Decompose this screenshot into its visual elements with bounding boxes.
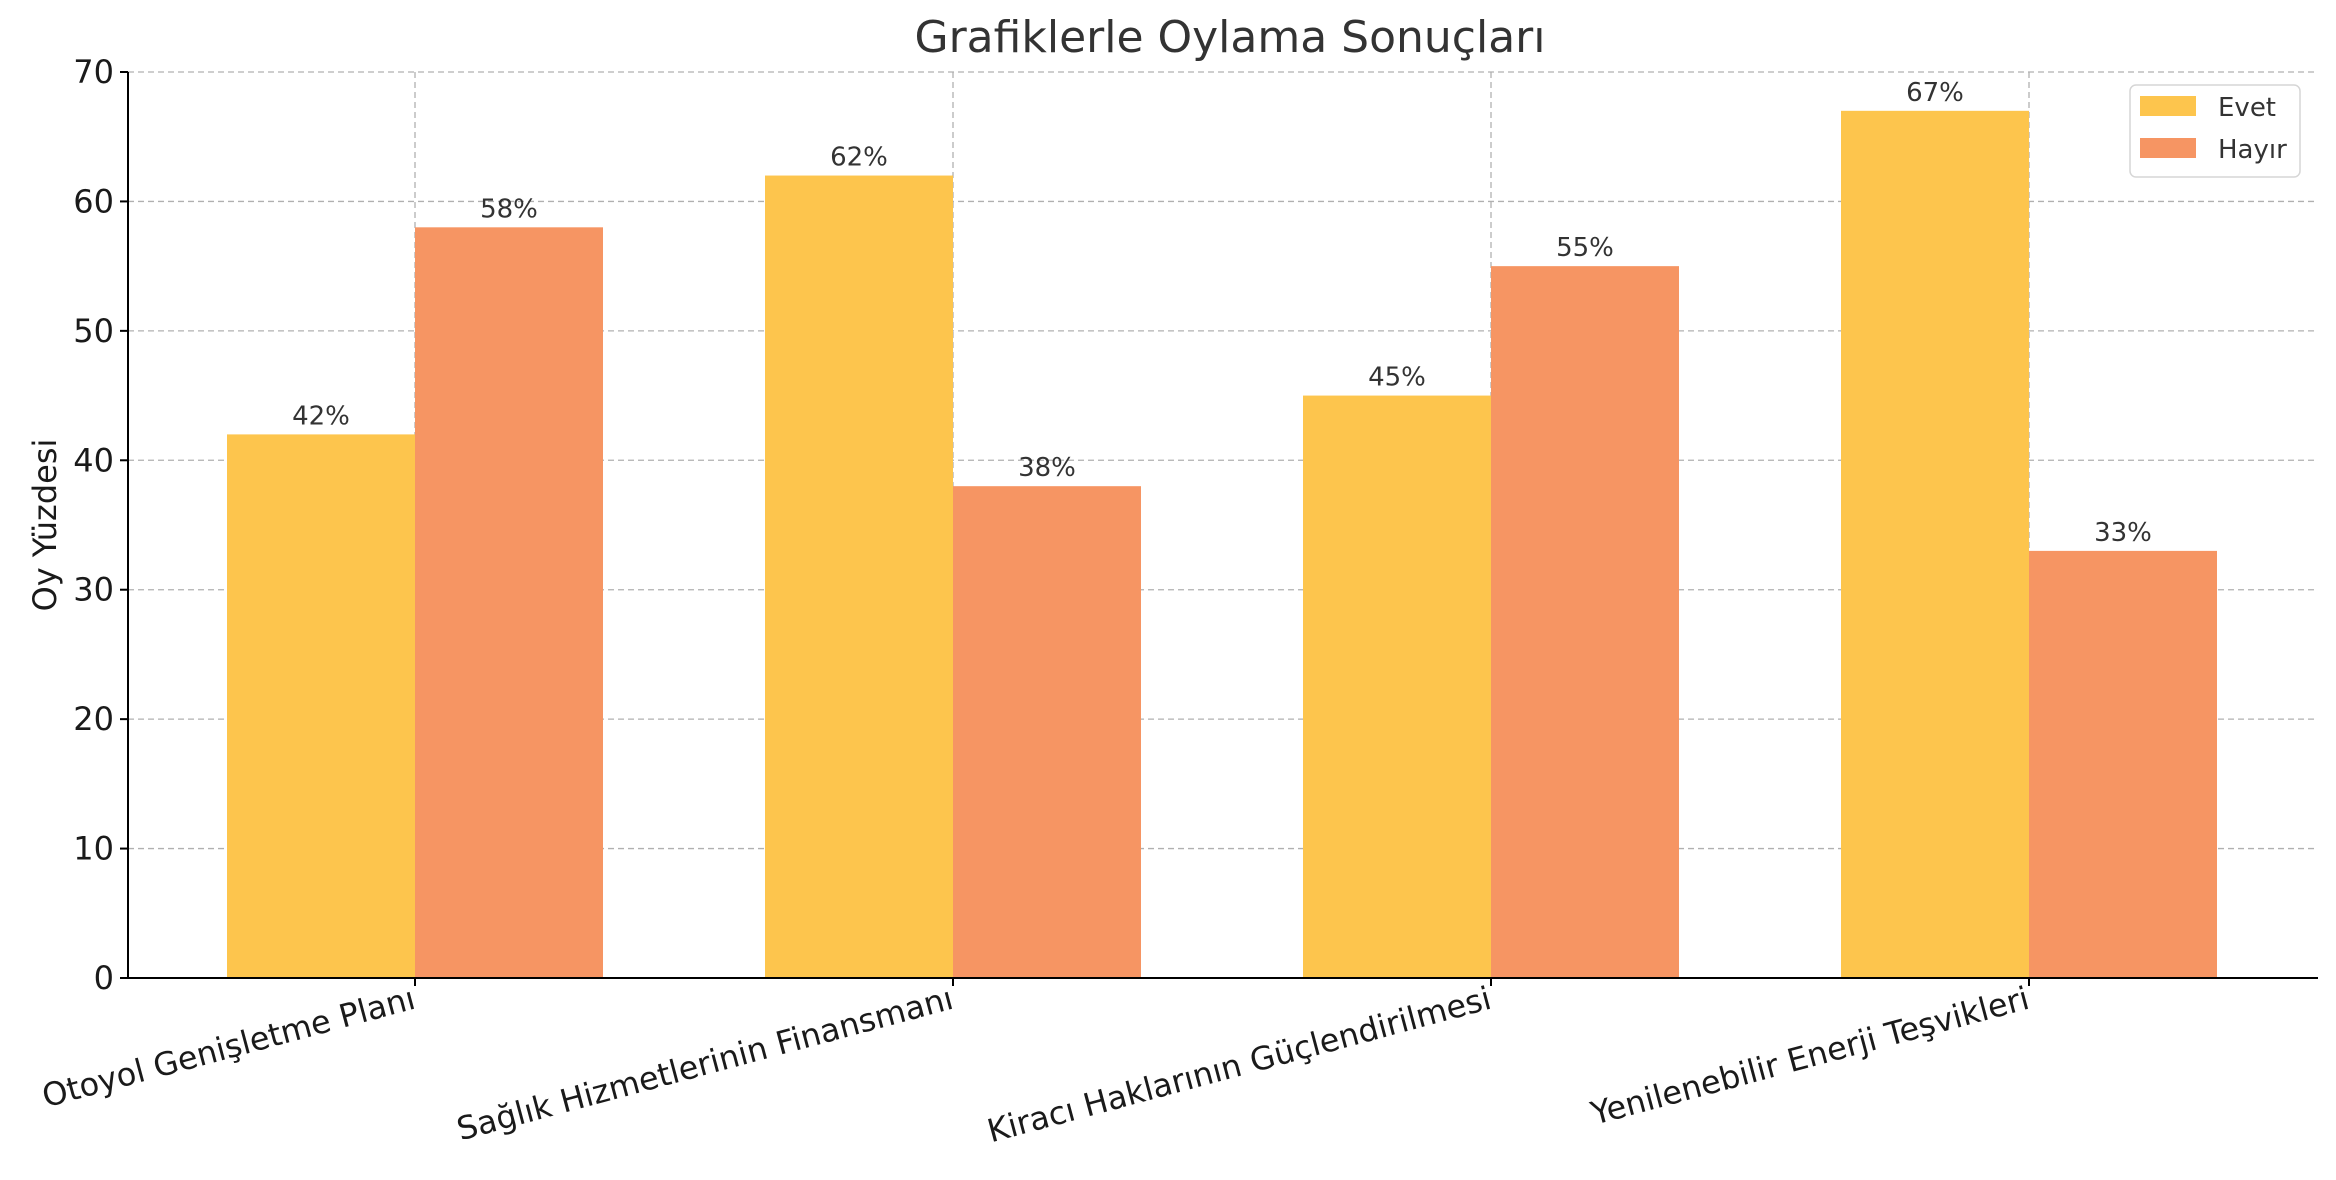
y-axis-ticks: 0 10 20 30 40 50 60 70 <box>73 53 128 997</box>
y-tick-label: 30 <box>73 571 114 609</box>
data-label: 45% <box>1368 363 1426 393</box>
legend: Evet Hayır <box>2129 84 2301 178</box>
legend-swatch-evet <box>2140 96 2196 116</box>
x-tick-label: Yenilenebilir Enerji Teşvikleri <box>1586 979 2033 1133</box>
legend-swatch-hayir <box>2140 138 2196 158</box>
bar-hayir <box>953 486 1141 978</box>
data-labels: 42% 62% 45% 67% 58% 38% 55% 33% <box>292 78 2152 548</box>
legend-label-hayir: Hayır <box>2218 135 2287 165</box>
bars <box>227 110 2217 979</box>
y-axis-label: Oy Yüzdesi <box>26 439 64 612</box>
data-label: 55% <box>1556 233 1614 263</box>
bar-evet <box>765 175 953 979</box>
chart-title: Grafiklerle Oylama Sonuçları <box>915 12 1546 63</box>
bar-hayir <box>2029 550 2217 978</box>
y-tick-label: 10 <box>73 830 114 868</box>
bar-hayir <box>415 227 603 979</box>
y-tick-label: 70 <box>73 53 114 91</box>
data-label: 58% <box>480 194 538 224</box>
y-tick-label: 40 <box>73 441 114 479</box>
data-label: 62% <box>830 143 888 173</box>
data-label: 67% <box>1906 78 1964 108</box>
bar-evet <box>1841 110 2029 979</box>
data-label: 42% <box>292 401 350 431</box>
data-label: 38% <box>1018 453 1076 483</box>
x-tick-label: Sağlık Hizmetlerinin Finansmanı <box>453 979 957 1148</box>
data-label: 33% <box>2094 518 2152 548</box>
y-tick-label: 60 <box>73 182 114 220</box>
x-tick-label: Kiracı Haklarının Güçlendirilmesi <box>983 979 1495 1150</box>
y-tick-label: 20 <box>73 700 114 738</box>
x-tick-label: Otoyol Genişletme Planı <box>38 979 419 1115</box>
bar-evet <box>227 434 415 978</box>
x-axis-ticks: Otoyol Genişletme Planı Sağlık Hizmetleri… <box>38 978 2033 1150</box>
y-tick-label: 50 <box>73 312 114 350</box>
bar-hayir <box>1491 266 1679 979</box>
bar-evet <box>1303 395 1491 979</box>
legend-label-evet: Evet <box>2218 93 2276 123</box>
y-tick-label: 0 <box>94 959 114 997</box>
